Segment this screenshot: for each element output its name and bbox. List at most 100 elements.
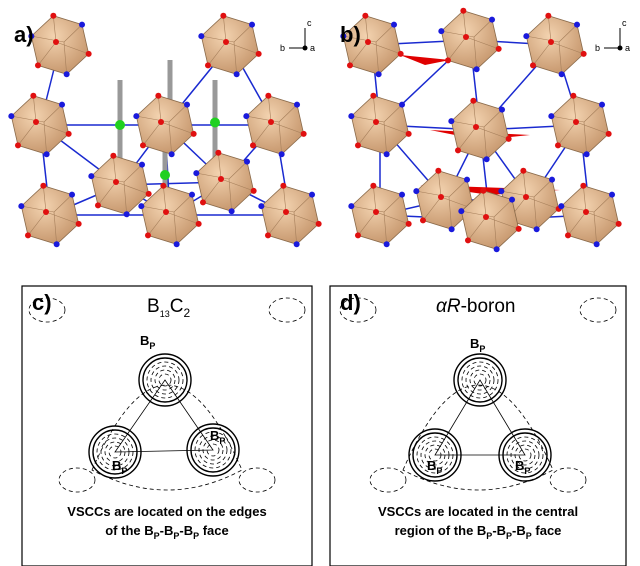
atom: [406, 131, 412, 137]
atom: [158, 119, 164, 125]
atom: [40, 183, 46, 189]
atom: [583, 209, 589, 215]
atom: [309, 192, 315, 198]
atom: [234, 71, 240, 77]
atom: [174, 241, 180, 247]
atom: [215, 150, 221, 156]
axis-label: b: [595, 43, 600, 53]
atom: [391, 22, 397, 28]
atom: [243, 113, 249, 119]
atom: [483, 214, 489, 220]
atom: [280, 183, 286, 189]
atom: [244, 159, 250, 165]
panel-label: b): [340, 22, 361, 47]
atom: [496, 46, 502, 52]
caption-text: -B: [512, 523, 526, 538]
atom: [413, 188, 419, 194]
atom: [355, 142, 361, 148]
atom: [494, 246, 500, 252]
atom: [200, 199, 206, 205]
atom: [599, 102, 605, 108]
atom: [484, 156, 490, 162]
axis-label: a: [310, 43, 315, 53]
atom: [113, 179, 119, 185]
caption-text: of the B: [105, 523, 153, 538]
atom: [523, 33, 529, 39]
atom: [463, 34, 469, 40]
atom: [373, 209, 379, 215]
atom: [265, 93, 271, 99]
axis: [303, 46, 308, 51]
atom: [218, 176, 224, 182]
atom: [460, 8, 466, 14]
atom: [25, 232, 31, 238]
atom: [44, 151, 50, 157]
atom: [50, 13, 56, 19]
atom: [348, 113, 354, 119]
caption: VSCCs are located on the edges: [67, 504, 266, 519]
atom: [376, 71, 382, 77]
caption-text: VSCCs are located in the central: [378, 504, 578, 519]
atom: [370, 183, 376, 189]
atom: [506, 136, 512, 142]
atom: [464, 177, 470, 183]
atom: [445, 57, 451, 63]
atom: [534, 226, 540, 232]
atom: [520, 168, 526, 174]
atom: [198, 33, 204, 39]
caption-text: -B: [160, 523, 174, 538]
atom: [189, 192, 195, 198]
atom: [223, 39, 229, 45]
atom: [138, 203, 144, 209]
atom: [448, 118, 454, 124]
atom: [54, 241, 60, 247]
atom: [283, 209, 289, 215]
atom: [489, 17, 495, 23]
atom: [399, 192, 405, 198]
atom: [458, 208, 464, 214]
atom: [205, 62, 211, 68]
caption-text: region of the B: [395, 523, 487, 538]
atom: [268, 119, 274, 125]
atom: [348, 203, 354, 209]
atom: [301, 131, 307, 137]
carbon: [210, 118, 220, 128]
figure: cba cba BPBPBPVSCCs are located on the e…: [0, 0, 640, 566]
atom: [8, 113, 14, 119]
atom: [184, 102, 190, 108]
atom: [384, 151, 390, 157]
atom-subscript: P: [524, 466, 530, 476]
atom: [251, 188, 257, 194]
atom-symbol: B: [210, 428, 219, 443]
atom: [43, 209, 49, 215]
panel-label: a): [14, 22, 34, 47]
atom: [473, 124, 479, 130]
atom-symbol: B: [427, 458, 436, 473]
atom: [140, 142, 146, 148]
atom: [163, 209, 169, 215]
panel-label: c): [32, 290, 52, 315]
atom: [384, 241, 390, 247]
atom: [530, 62, 536, 68]
atom: [616, 221, 622, 227]
atom: [609, 192, 615, 198]
atom: [580, 183, 586, 189]
caption-text: face: [532, 523, 562, 538]
atom: [249, 22, 255, 28]
caption-text: -B: [179, 523, 193, 538]
atom: [565, 232, 571, 238]
atom: [573, 119, 579, 125]
atom: [347, 62, 353, 68]
atom: [76, 221, 82, 227]
atom: [229, 208, 235, 214]
atom: [365, 39, 371, 45]
atom: [548, 39, 554, 45]
atom: [606, 131, 612, 137]
atom-subscript: P: [149, 341, 155, 351]
atom: [480, 188, 486, 194]
atom: [18, 203, 24, 209]
atom: [256, 51, 262, 57]
axis-label: b: [280, 43, 285, 53]
atom: [594, 241, 600, 247]
